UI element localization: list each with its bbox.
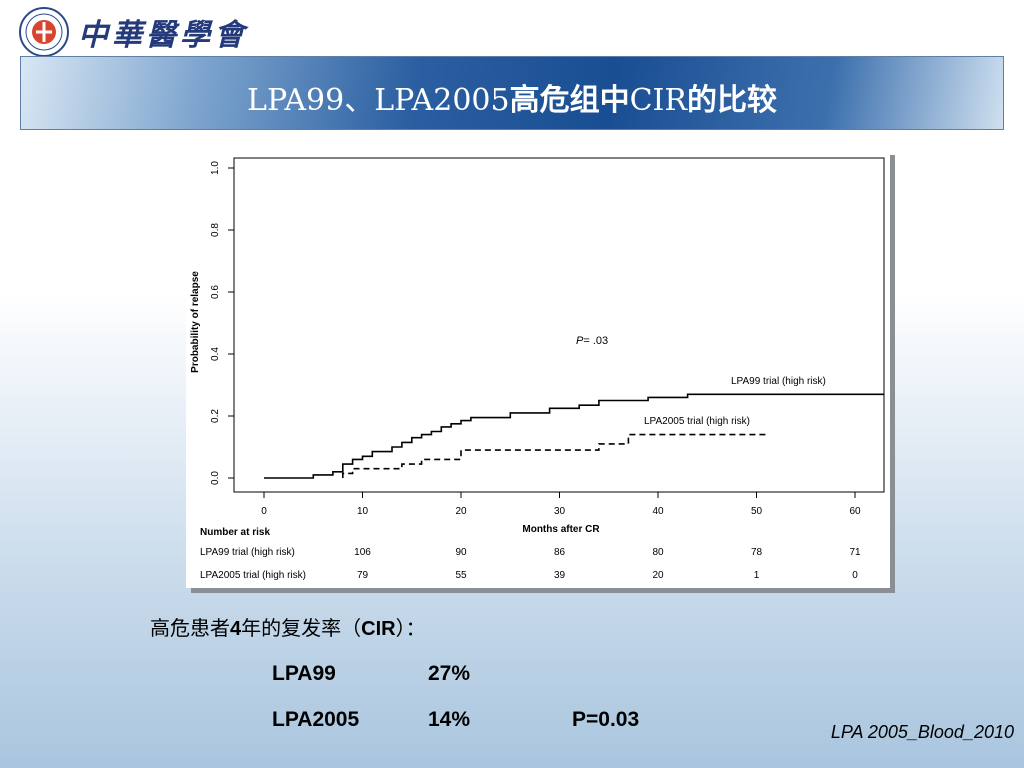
plot-frame <box>233 157 885 493</box>
risk-cell: 0 <box>852 570 858 581</box>
y-tick-label: 1.0 <box>210 161 221 175</box>
chart-panel: 0 10 20 30 40 50 60 0.0 0.2 0.4 0.6 0.8 1.0 Probabil… <box>186 150 890 588</box>
risk-cell: 55 <box>455 570 467 581</box>
y-tick-label: 0.4 <box>210 347 221 361</box>
summary-heading-pre: 高危患者 <box>150 616 230 640</box>
chart-series <box>264 393 885 479</box>
y-tick-label: 0.6 <box>210 285 221 299</box>
risk-cell: 80 <box>652 547 664 558</box>
series-label-lpa2005: LPA2005 trial (high risk) <box>644 416 750 427</box>
x-tick-label: 10 <box>357 506 369 517</box>
y-tick-label: 0.2 <box>210 409 221 423</box>
x-axis-label: Months after CR <box>522 524 600 535</box>
risk-row-label-lpa2005: LPA2005 trial (high risk) <box>200 570 306 581</box>
risk-cell: 39 <box>554 570 566 581</box>
summary-rate-lpa2005: 14% <box>428 708 471 731</box>
risk-cell: 79 <box>357 570 369 581</box>
chart-container: 0 10 20 30 40 50 60 0.0 0.2 0.4 0.6 0.8 1.0 Probabil… <box>186 150 898 596</box>
p-value-annotation: P= .03 <box>576 335 608 347</box>
summary-trial-lpa99: LPA99 <box>272 662 336 685</box>
chart-axes: 0 10 20 30 40 50 60 0.0 0.2 0.4 0.6 0.8 1.0 <box>210 157 885 517</box>
summary-heading: 高危患者4年的复发率（CIR）： <box>150 612 426 641</box>
medical-association-seal-icon <box>19 7 69 57</box>
p-italic: P <box>576 335 584 347</box>
risk-cell: 106 <box>354 547 371 558</box>
risk-cell: 78 <box>751 547 763 558</box>
citation: LPA 2005_Blood_2010 <box>830 722 1014 742</box>
x-tick-label: 60 <box>849 506 861 517</box>
risk-cell: 71 <box>849 547 861 558</box>
title-prefix: LPA99、LPA2005 <box>247 83 510 118</box>
page-title: LPA99、LPA2005高危组中CIR的比较 <box>21 75 1003 119</box>
x-tick-label: 20 <box>455 506 467 517</box>
series-label-lpa99: LPA99 trial (high risk) <box>731 376 826 387</box>
summary-heading-post: ）： <box>395 616 426 640</box>
x-tick-label: 50 <box>751 506 763 517</box>
summary-heading-num: 4 <box>230 618 242 640</box>
risk-cell: 90 <box>455 547 467 558</box>
title-cjk-2: 的比较 <box>686 83 777 118</box>
risk-cell: 1 <box>754 570 760 581</box>
title-cjk-1: 高危组中 <box>509 83 630 118</box>
risk-cell: 20 <box>652 570 664 581</box>
summary-rate-lpa99: 27% <box>428 662 471 685</box>
series-line-lpa99 <box>264 393 885 479</box>
summary-trial-lpa2005: LPA2005 <box>272 708 360 731</box>
y-tick-label: 0.0 <box>210 471 221 485</box>
summary-heading-mid: 年的复发率（ <box>241 616 362 640</box>
cumulative-incidence-chart: 0 10 20 30 40 50 600.00.20.40.60.81.0 Probabil… <box>190 157 885 581</box>
risk-cell: 86 <box>554 547 566 558</box>
risk-row-label-lpa99: LPA99 trial (high risk) <box>200 547 295 558</box>
p-rest: = .03 <box>583 335 608 347</box>
title-banner: LPA99、LPA2005高危组中CIR的比较 <box>20 56 1004 130</box>
header: 中華醫學會 <box>0 0 1024 57</box>
summary-p-value: P=0.03 <box>572 708 640 731</box>
risk-table-title: Number at risk <box>200 527 270 538</box>
summary-heading-cir: CIR <box>361 618 396 640</box>
series-line-lpa2005 <box>342 433 767 478</box>
y-axis-label: Probability of relapse <box>190 271 201 373</box>
x-tick-label: 40 <box>652 506 664 517</box>
title-mid: CIR <box>629 83 687 118</box>
x-tick-label: 0 <box>261 506 267 517</box>
risk-table: Number at risk LPA99 trial (high risk) L… <box>200 527 861 581</box>
x-tick-label: 30 <box>554 506 566 517</box>
logo-text: 中華醫學會 <box>78 18 248 53</box>
y-tick-label: 0.8 <box>210 223 221 237</box>
